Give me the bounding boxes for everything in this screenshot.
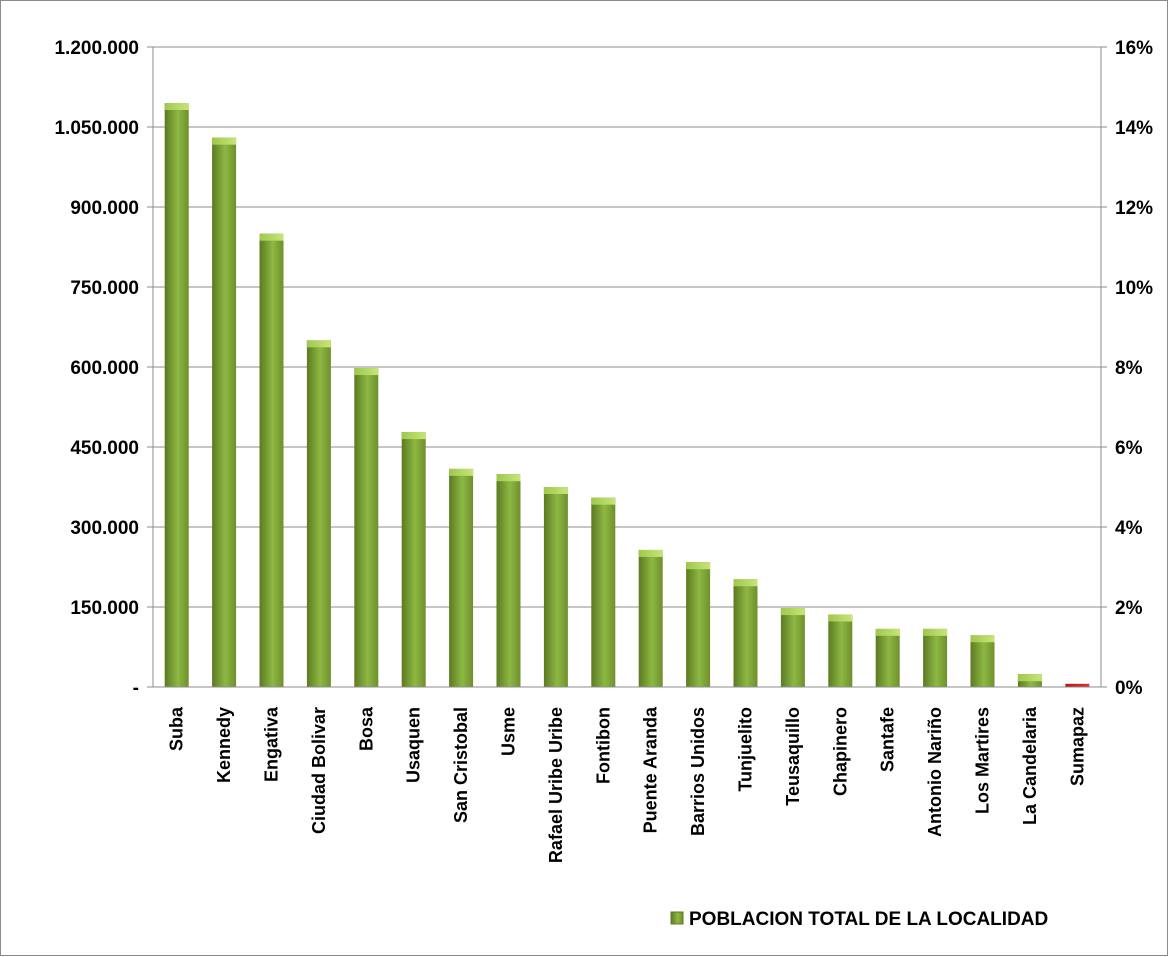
- legend-swatch: [670, 911, 684, 925]
- y-tick-label: 750.000: [70, 278, 139, 299]
- bar: [733, 579, 758, 687]
- bar-cap: [401, 432, 426, 440]
- bar-cap: [875, 628, 900, 636]
- bar-cap: [212, 137, 237, 145]
- bar-cap: [780, 608, 805, 616]
- y2-tick-label: 12%: [1115, 198, 1153, 219]
- bar-cap: [543, 487, 568, 494]
- bar: [164, 103, 189, 687]
- x-category-label: Suba: [167, 706, 187, 751]
- y2-tick-label: 8%: [1115, 358, 1143, 379]
- y2-tick-label: 0%: [1115, 678, 1143, 699]
- bar-cap: [496, 474, 521, 482]
- bar-cap: [164, 103, 189, 110]
- y-tick-label: 1.200.000: [54, 38, 139, 59]
- x-category-label: Chapinero: [830, 707, 850, 796]
- y2-tick-label: 14%: [1115, 118, 1153, 139]
- bar: [449, 468, 474, 687]
- y2-tick-label: 16%: [1115, 38, 1153, 59]
- bar-cap: [449, 468, 474, 476]
- y2-tick-label: 6%: [1115, 438, 1143, 459]
- bar: [591, 497, 616, 687]
- bar-cap: [354, 368, 379, 376]
- bar: [496, 474, 521, 687]
- x-category-label: Barrios Unidos: [688, 707, 708, 836]
- y-tick-label: -: [133, 678, 139, 699]
- bar: [354, 368, 379, 687]
- y2-tick-label: 4%: [1115, 518, 1143, 539]
- x-category-label: Fontibon: [593, 707, 613, 784]
- bar: [828, 614, 853, 687]
- bar: [212, 137, 237, 687]
- bar: [1065, 683, 1090, 687]
- y-tick-label: 300.000: [70, 518, 139, 539]
- x-category-label: Usme: [499, 707, 519, 756]
- bar: [306, 340, 331, 687]
- x-category-label: Ciudad Bolivar: [309, 707, 329, 834]
- x-category-label: Santafe: [878, 707, 898, 772]
- bar: [401, 432, 426, 687]
- x-category-label: Engativa: [262, 706, 282, 782]
- bar: [259, 233, 284, 687]
- bar-cap: [1017, 674, 1042, 682]
- y-tick-label: 450.000: [70, 438, 139, 459]
- bar: [686, 562, 711, 687]
- bar: [543, 487, 568, 687]
- x-category-label: Antonio Nariño: [925, 707, 945, 837]
- legend-label: POBLACION TOTAL DE LA LOCALIDAD: [689, 909, 1048, 930]
- x-category-label: San Cristobal: [451, 707, 471, 823]
- y-tick-label: 900.000: [70, 198, 139, 219]
- x-category-label: Tunjuelito: [736, 707, 756, 792]
- legend: POBLACION TOTAL DE LA LOCALIDAD: [670, 909, 1048, 930]
- bar: [780, 608, 805, 687]
- x-category-label: Rafael Uribe Uribe: [546, 707, 566, 863]
- bar-cap: [259, 233, 284, 241]
- x-category-label: Kennedy: [214, 707, 234, 783]
- y-tick-label: 150.000: [70, 598, 139, 619]
- x-category-label: Usaquen: [404, 707, 424, 783]
- y-tick-label: 600.000: [70, 358, 139, 379]
- x-category-label: La Candelaria: [1020, 706, 1040, 825]
- bar-cap: [591, 497, 616, 505]
- bar: [638, 549, 663, 687]
- bar: [875, 628, 900, 687]
- bar-cap: [638, 549, 663, 557]
- bar-cap: [970, 635, 995, 643]
- bar-cap: [923, 628, 948, 636]
- x-category-label: Los Martires: [973, 707, 993, 814]
- y-tick-label: 1.050.000: [54, 118, 139, 139]
- y2-tick-label: 2%: [1115, 598, 1143, 619]
- bar-cap: [733, 579, 758, 587]
- bar-cap: [828, 614, 853, 622]
- x-category-label: Teusaquillo: [783, 707, 803, 806]
- bar-cap: [686, 562, 711, 570]
- y2-tick-label: 10%: [1115, 278, 1153, 299]
- x-category-label: Bosa: [356, 706, 376, 751]
- bar: [923, 628, 948, 687]
- x-category-label: Puente Aranda: [641, 706, 661, 833]
- bar-cap: [306, 340, 331, 348]
- bar: [970, 635, 995, 687]
- x-category-label: Sumapaz: [1067, 707, 1087, 786]
